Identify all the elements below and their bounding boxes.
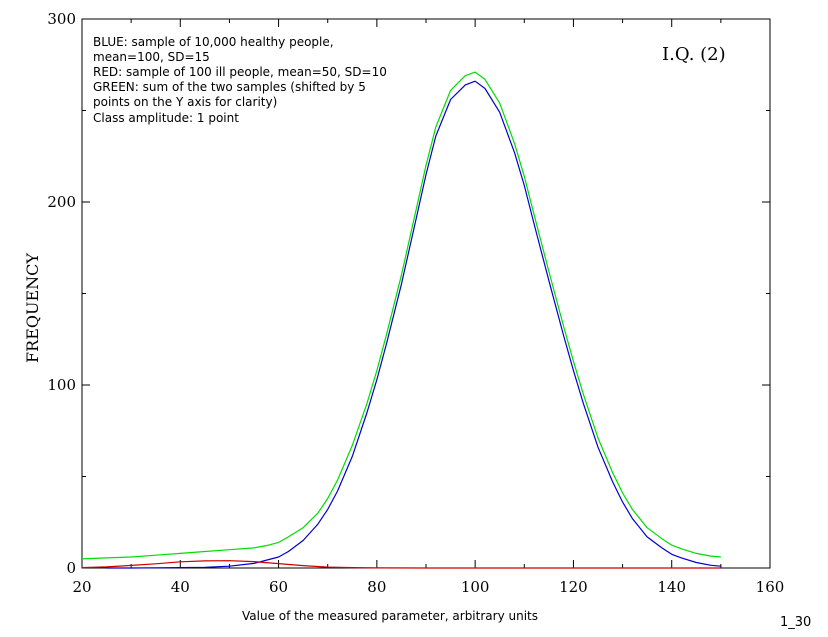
x-axis-title: Value of the measured parameter, arbitra… bbox=[242, 609, 538, 623]
x-tick-label: 80 bbox=[367, 578, 386, 596]
x-tick-label: 160 bbox=[756, 578, 785, 596]
y-tick-label: 100 bbox=[47, 376, 76, 394]
series-line-blue bbox=[106, 80, 721, 569]
y-tick-label: 0 bbox=[66, 559, 76, 577]
figure-id: 1_30 bbox=[780, 615, 811, 630]
x-tick-label: 20 bbox=[72, 578, 91, 596]
x-tick-label: 100 bbox=[461, 578, 490, 596]
series-lines bbox=[81, 71, 721, 569]
legend-line-6: Class amplitude: 1 point bbox=[93, 111, 239, 125]
y-tick-label: 200 bbox=[47, 193, 76, 211]
ticks bbox=[81, 18, 771, 569]
x-tick-label: 60 bbox=[269, 578, 288, 596]
series-line-red bbox=[81, 560, 721, 569]
tick-labels: 20 40 60 80 100 120 140 160 0 100 200 300 bbox=[47, 10, 784, 596]
legend-line-3: RED: sample of 100 ill people, mean=50, … bbox=[93, 65, 387, 79]
chart-tag: I.Q. (2) bbox=[662, 44, 726, 65]
series-line-green bbox=[81, 71, 721, 560]
legend-text: BLUE: sample of 10,000 healthy people, m… bbox=[93, 35, 387, 125]
legend-line-2: mean=100, SD=15 bbox=[93, 50, 210, 64]
y-axis-title: FREQUENCY bbox=[23, 253, 42, 363]
x-tick-label: 120 bbox=[559, 578, 588, 596]
legend-line-4: GREEN: sum of the two samples (shifted b… bbox=[93, 80, 366, 94]
x-tick-label: 140 bbox=[657, 578, 686, 596]
x-tick-label: 40 bbox=[171, 578, 190, 596]
legend-line-5: points on the Y axis for clarity) bbox=[93, 95, 277, 109]
legend-line-1: BLUE: sample of 10,000 healthy people, bbox=[93, 35, 334, 49]
y-tick-label: 300 bbox=[47, 10, 76, 28]
